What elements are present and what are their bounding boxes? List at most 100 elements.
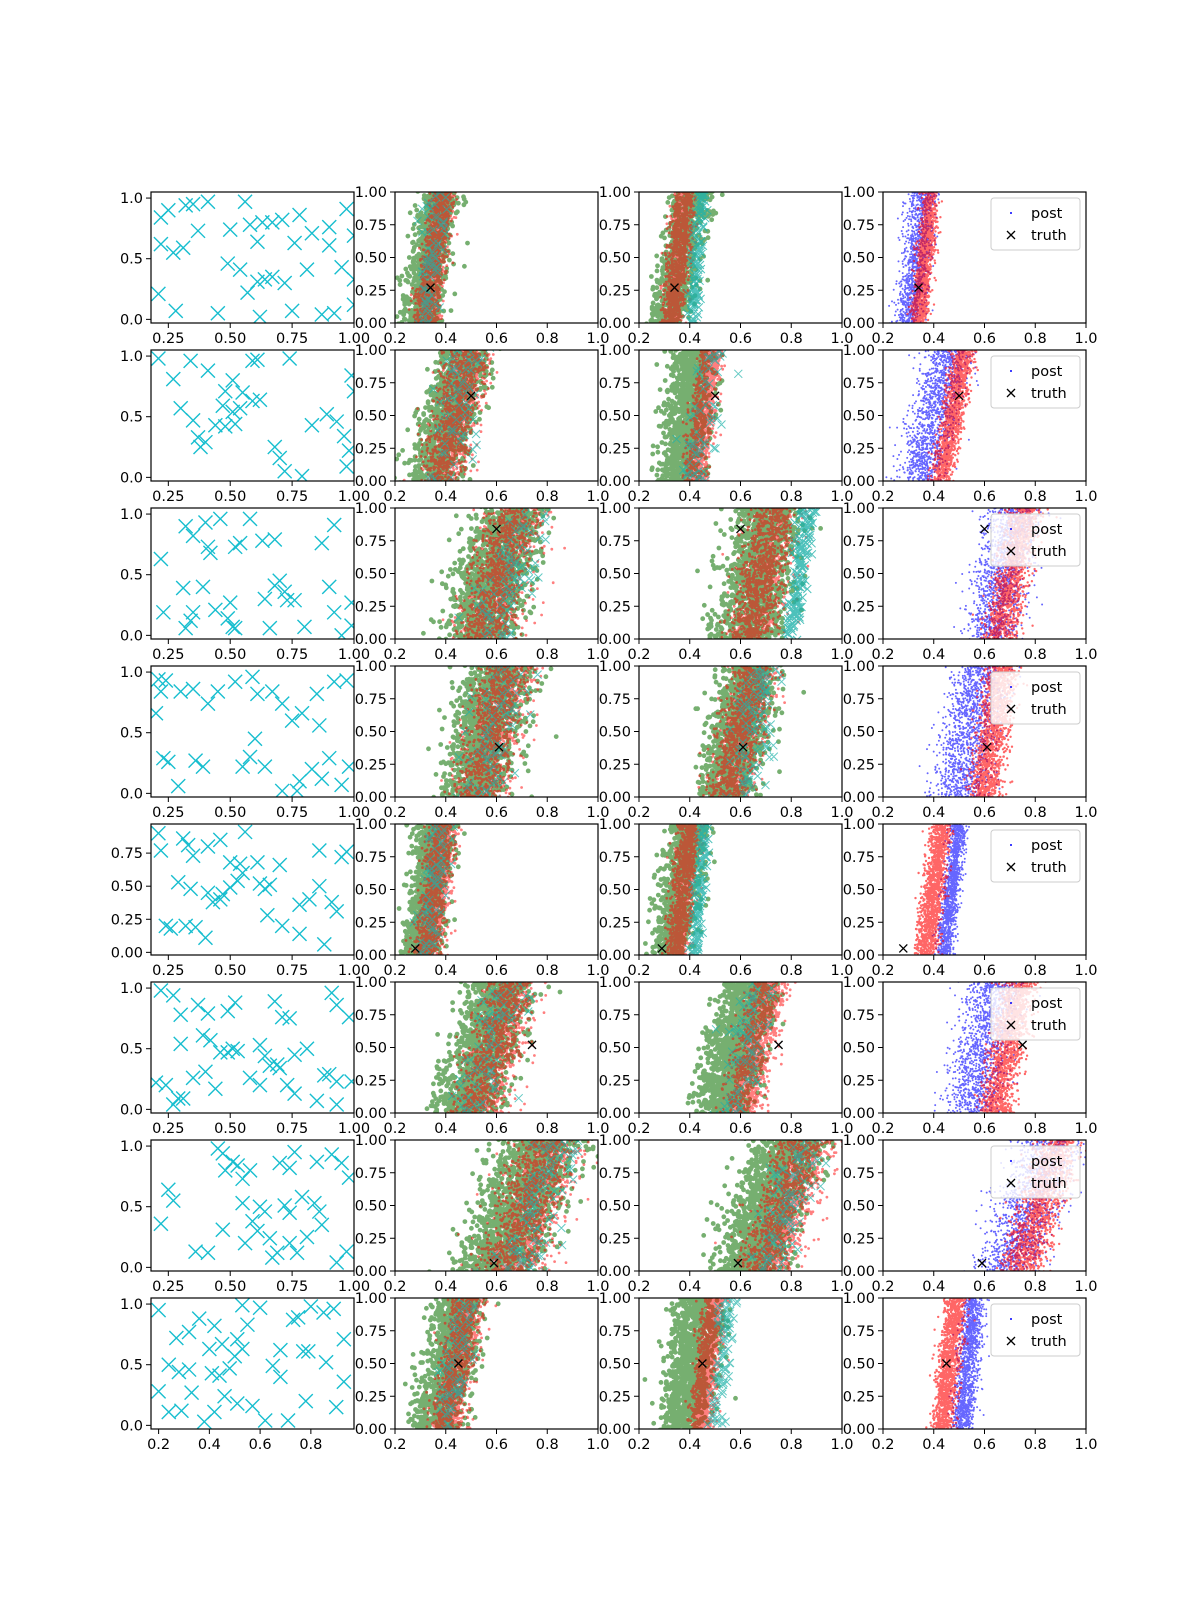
design-point bbox=[151, 287, 165, 301]
y-tick-label: 0.50 bbox=[355, 1199, 387, 1215]
panel-r6c1-plot-area bbox=[149, 983, 359, 1111]
design-point bbox=[260, 908, 274, 922]
design-point bbox=[223, 1361, 237, 1375]
design-point bbox=[280, 1078, 294, 1092]
design-point bbox=[293, 927, 307, 941]
y-tick-label: 0.50 bbox=[355, 567, 387, 583]
design-point bbox=[207, 1405, 221, 1419]
design-point bbox=[258, 1414, 272, 1428]
panel-r6c3: 0.2 0.4 0.6 0.8 1.00.000.250.500.751.00 bbox=[599, 975, 854, 1137]
y-tick-label: 1.0 bbox=[120, 981, 143, 997]
design-point bbox=[263, 621, 277, 635]
y-tick-label: 0.25 bbox=[355, 599, 387, 615]
design-point bbox=[166, 988, 180, 1002]
design-point bbox=[310, 687, 324, 701]
design-point bbox=[154, 552, 168, 566]
design-point bbox=[273, 574, 287, 588]
x-tick-label: 0.8 bbox=[780, 963, 803, 979]
design-point bbox=[288, 593, 302, 607]
y-tick-label: 0.75 bbox=[355, 1166, 387, 1182]
x-tick-label: 0.75 bbox=[276, 489, 308, 505]
panel-r3c4: 0.2 0.4 0.6 0.8 1.00.000.250.500.751.00postt… bbox=[843, 501, 1098, 663]
design-point bbox=[154, 843, 168, 857]
design-point bbox=[218, 419, 232, 433]
design-point bbox=[152, 1303, 166, 1317]
design-point bbox=[226, 620, 240, 634]
y-tick-label: 0.50 bbox=[843, 1041, 875, 1057]
y-tick-label: 0.00 bbox=[843, 1422, 875, 1438]
y-tick-label: 1.00 bbox=[599, 343, 631, 359]
y-tick-label: 0.00 bbox=[843, 948, 875, 964]
x-tick-label: 0.4 bbox=[678, 1437, 701, 1453]
x-tick-label: 0.6 bbox=[973, 1279, 996, 1295]
y-tick-label: 0.75 bbox=[111, 846, 143, 862]
y-tick-label: 0.25 bbox=[599, 1389, 631, 1405]
design-point bbox=[207, 1319, 221, 1333]
panel-r7c1-plot-area bbox=[154, 1141, 356, 1269]
design-point bbox=[151, 672, 165, 686]
design-point bbox=[329, 1400, 343, 1414]
y-tick-label: 0.5 bbox=[120, 410, 143, 426]
design-point bbox=[203, 1033, 217, 1047]
design-point bbox=[345, 619, 359, 633]
design-point bbox=[293, 208, 307, 222]
y-tick-label: 0.00 bbox=[355, 1422, 387, 1438]
panel-r7c3: 0.2 0.4 0.6 0.8 1.00.000.250.500.751.00 bbox=[599, 1133, 854, 1295]
x-tick-label: 0.6 bbox=[729, 1121, 752, 1137]
x-tick-label: 0.75 bbox=[276, 331, 308, 347]
design-point bbox=[265, 1251, 279, 1265]
design-point bbox=[253, 1078, 267, 1092]
legend-post-label: post bbox=[1031, 364, 1063, 380]
design-point bbox=[253, 393, 267, 407]
legend-truth-label: truth bbox=[1031, 1334, 1067, 1350]
y-tick-label: 0.00 bbox=[599, 474, 631, 490]
design-point bbox=[278, 276, 292, 290]
design-point bbox=[263, 878, 277, 892]
design-point bbox=[154, 684, 168, 698]
design-point bbox=[169, 1331, 183, 1345]
design-point bbox=[186, 529, 200, 543]
design-point bbox=[273, 1061, 287, 1075]
design-point bbox=[253, 1301, 267, 1315]
design-point bbox=[300, 263, 314, 277]
x-tick-label: 0.6 bbox=[973, 331, 996, 347]
x-tick-label: 1.0 bbox=[1074, 1279, 1097, 1295]
design-point bbox=[186, 413, 200, 427]
design-point bbox=[317, 937, 331, 951]
design-point bbox=[182, 1363, 196, 1377]
design-point bbox=[211, 306, 225, 320]
panel-r6c1-y-axis: 0.00.51.0 bbox=[120, 981, 151, 1118]
panel-r7c3-x-axis: 0.2 0.4 0.6 0.8 1.0 bbox=[627, 1271, 853, 1295]
y-tick-label: 0.25 bbox=[599, 757, 631, 773]
design-point bbox=[330, 415, 344, 429]
x-tick-label: 1.0 bbox=[1074, 963, 1097, 979]
panel-r7c2-x-axis: 0.2 0.4 0.6 0.8 1.0 bbox=[383, 1271, 609, 1295]
y-tick-label: 0.75 bbox=[843, 218, 875, 234]
design-point bbox=[186, 605, 200, 619]
x-tick-label: 0.6 bbox=[729, 963, 752, 979]
panel-r2c2-x-axis: 0.2 0.4 0.6 0.8 1.0 bbox=[383, 481, 609, 505]
design-point bbox=[278, 464, 292, 478]
y-tick-label: 0.75 bbox=[599, 376, 631, 392]
y-tick-label: 1.0 bbox=[120, 507, 143, 523]
panel-r1c4-x-axis: 0.2 0.4 0.6 0.8 1.0 bbox=[871, 323, 1097, 347]
legend-post-label: post bbox=[1031, 522, 1063, 538]
panel-r7c4: 0.2 0.4 0.6 0.8 1.00.000.250.500.751.00postt… bbox=[843, 1133, 1098, 1295]
y-tick-label: 0.25 bbox=[843, 599, 875, 615]
panel-r8c4: 0.2 0.4 0.6 0.8 1.00.000.250.500.751.00postt… bbox=[843, 1291, 1098, 1453]
design-point bbox=[285, 304, 299, 318]
design-point bbox=[285, 714, 299, 728]
x-tick-label: 0.8 bbox=[780, 1437, 803, 1453]
design-point bbox=[288, 1087, 302, 1101]
panel-r5c1-x-axis: 0.25 0.50 0.75 1.00 bbox=[152, 955, 370, 979]
y-tick-label: 1.00 bbox=[843, 343, 875, 359]
panel-r2c1-x-axis: 0.25 0.50 0.75 1.00 bbox=[152, 481, 370, 505]
design-point bbox=[216, 399, 230, 413]
legend-post-marker bbox=[1010, 1318, 1012, 1320]
design-point bbox=[223, 855, 237, 869]
design-point bbox=[223, 596, 237, 610]
y-tick-label: 1.00 bbox=[355, 659, 387, 675]
design-point bbox=[299, 1394, 313, 1408]
design-point bbox=[288, 1048, 302, 1062]
x-tick-label: 0.2 bbox=[147, 1437, 170, 1453]
